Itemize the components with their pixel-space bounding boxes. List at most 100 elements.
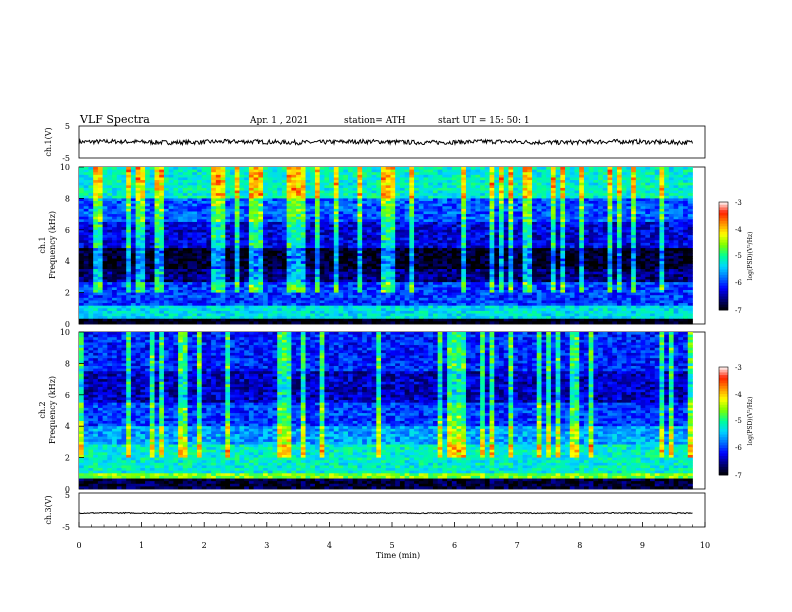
spectrogram-cell	[83, 258, 89, 262]
spectrogram-cell	[631, 190, 637, 194]
spectrogram-cell	[484, 255, 490, 259]
spectrogram-cell	[173, 193, 179, 197]
spectrogram-cell	[376, 250, 382, 254]
spectrogram-cell	[79, 221, 85, 225]
spectrogram-cell	[602, 211, 608, 215]
spectrogram-cell	[447, 195, 453, 199]
spectrogram-cell	[230, 180, 236, 184]
spectrogram-cell	[187, 240, 193, 244]
spectrogram-cell	[230, 266, 236, 270]
spectrogram-cell	[508, 232, 514, 236]
spectrogram-cell	[668, 193, 674, 197]
spectrogram-cell	[423, 180, 429, 184]
spectrogram-cell	[83, 219, 89, 223]
spectrogram-cell	[173, 190, 179, 194]
spectrogram-cell	[305, 263, 311, 267]
spectrogram-cell	[296, 214, 302, 218]
spectrogram-cell	[404, 180, 410, 184]
spectrogram-cell	[683, 235, 689, 239]
spectrogram-cell	[324, 211, 330, 215]
spectrogram-cell	[291, 174, 297, 178]
spectrogram-cell	[442, 167, 448, 171]
spectrogram-cell	[258, 177, 264, 181]
spectrogram-cell	[253, 214, 259, 218]
spectrogram-cell	[300, 187, 306, 191]
spectrogram-cell	[423, 206, 429, 210]
spectrogram-cell	[404, 253, 410, 257]
spectrogram-cell	[88, 229, 94, 233]
spectrogram-cell	[296, 253, 302, 257]
spectrogram-cell	[88, 180, 94, 184]
spectrogram-cell	[418, 203, 424, 207]
spectrogram-cell	[650, 224, 656, 228]
spectrogram-cell	[678, 261, 684, 265]
spectrogram-cell	[225, 190, 231, 194]
spectrogram-cell	[347, 245, 354, 249]
spectrogram-cell	[569, 167, 575, 171]
spectrogram-cell	[121, 266, 127, 270]
spectrogram-cell	[130, 245, 137, 249]
spectrogram-cell	[461, 201, 467, 205]
spectrogram-cell	[475, 216, 481, 220]
spectrogram-cell	[338, 240, 344, 244]
spectrogram-cell	[664, 261, 670, 265]
spectrogram-cell	[470, 261, 476, 265]
spectrogram-cell	[192, 250, 198, 254]
spectrogram-cell	[263, 248, 269, 252]
spectrogram-cell	[550, 211, 557, 215]
spectrogram-cell	[664, 216, 670, 220]
spectrogram-cell	[130, 261, 137, 265]
spectrogram-cell	[489, 180, 495, 184]
spectrogram-cell	[286, 261, 292, 265]
spectrogram-cell	[626, 248, 632, 252]
spectrogram-cell	[352, 242, 358, 246]
spectrogram-cell	[484, 190, 490, 194]
spectrogram-cell	[650, 242, 656, 246]
spectrogram-cell	[163, 263, 170, 267]
spectrogram-cell	[645, 169, 651, 173]
spectrogram-cell	[593, 232, 599, 236]
spectrogram-cell	[683, 206, 689, 210]
spectrogram-cell	[286, 229, 292, 233]
spectrogram-cell	[211, 232, 217, 236]
spectrogram-cell	[414, 216, 420, 220]
spectrogram-cell	[668, 177, 674, 181]
spectrogram-cell	[121, 232, 127, 236]
spectrogram-cell	[588, 177, 594, 181]
spectrogram-cell	[565, 219, 571, 223]
spectrogram-cell	[116, 174, 122, 178]
spectrogram-cell	[381, 190, 387, 194]
spectrogram-cell	[352, 177, 358, 181]
spectrogram-cell	[107, 177, 113, 181]
spectrogram-cell	[267, 237, 273, 241]
spectrogram-cell	[437, 232, 443, 236]
spectrogram-cell	[517, 203, 523, 207]
spectrogram-cell	[112, 229, 118, 233]
spectrogram-cell	[423, 187, 429, 191]
spectrogram-cell	[376, 174, 382, 178]
spectrogram-cell	[631, 245, 637, 249]
spectrogram-cell	[366, 180, 372, 184]
spectrogram-cell	[645, 216, 651, 220]
spectrogram-cell	[215, 221, 221, 225]
spectrogram-cell	[678, 227, 684, 231]
spectrogram-cell	[286, 248, 292, 252]
spectrogram-cell	[541, 177, 547, 181]
spectrogram-cell	[182, 201, 188, 205]
spectrogram-cell	[513, 235, 519, 239]
spectrogram-cell	[631, 240, 637, 244]
spectrogram-cell	[310, 214, 316, 218]
spectrogram-cell	[296, 172, 302, 176]
spectrogram-cell	[253, 266, 259, 270]
spectrogram-cell	[390, 242, 396, 246]
spectrogram-cell	[357, 177, 363, 181]
spectrogram-cell	[494, 177, 500, 181]
spectrogram-cell	[470, 248, 476, 252]
spectrogram-cell	[640, 177, 646, 181]
spectrogram-cell	[673, 224, 679, 228]
spectrogram-cell	[381, 177, 387, 181]
spectrogram-cell	[97, 169, 103, 173]
spectrogram-cell	[546, 187, 552, 191]
spectrogram-cell	[404, 261, 410, 265]
spectrogram-cell	[201, 182, 207, 186]
